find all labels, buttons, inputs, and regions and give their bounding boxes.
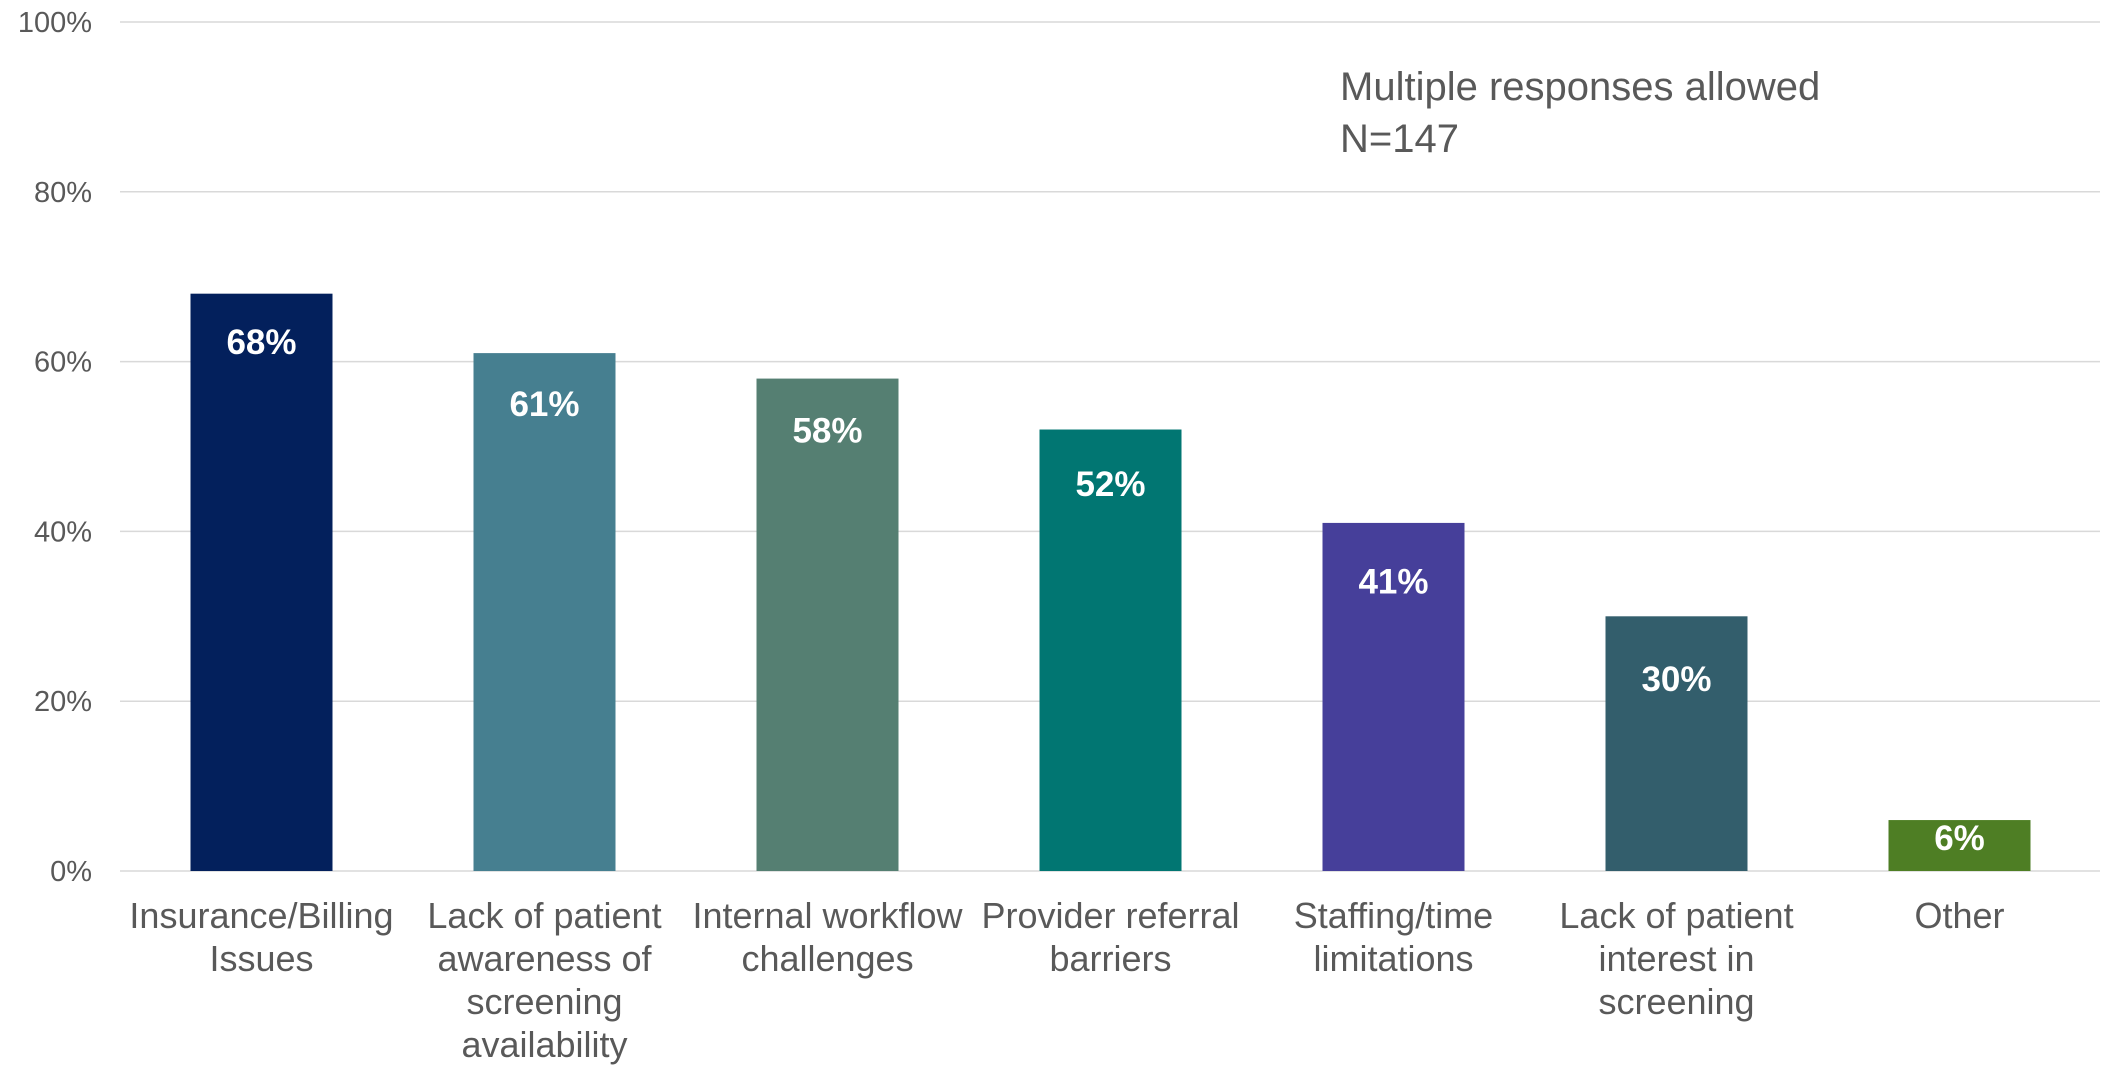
x-category-label: Staffing/time limitations [1294,895,1493,979]
x-category-label-line: awareness of [437,938,652,979]
x-category-label-line: limitations [1313,938,1473,979]
x-category-label-line: Lack of patient [427,895,661,936]
x-category-label-line: barriers [1049,938,1171,979]
bar-value-label: 41% [1358,562,1428,601]
x-category-label-line: Lack of patient [1559,895,1793,936]
bar [190,293,333,871]
bar [473,353,616,871]
bar-value-labels: 68% 61% 58% 52% 41% 30% 6% [226,323,1984,858]
chart-annotation: Multiple responses allowed N=147 [1340,65,1820,161]
x-category-label: Provider referral barriers [981,895,1239,979]
x-category-label-line: screening [1598,981,1754,1022]
bar [1888,820,2031,871]
annotation-line: Multiple responses allowed [1340,65,1820,109]
bar [756,378,899,871]
bar-value-label: 30% [1641,660,1711,699]
y-axis-tick-labels: 0% 20% 40% 60% 80% 100% [18,7,92,888]
bar-value-label: 61% [509,385,579,424]
y-tick-label: 20% [34,686,92,718]
bar [1039,429,1182,871]
x-category-label: Insurance/Billing Issues [129,895,393,979]
y-tick-label: 0% [50,856,92,888]
bar-value-label: 58% [792,412,862,451]
x-category-label-line: Provider referral [981,895,1239,936]
x-category-label: Lack of patient awareness of screening avai… [427,895,661,1065]
y-tick-label: 100% [18,7,92,39]
y-tick-label: 80% [34,177,92,209]
x-category-label-line: interest in [1598,938,1754,979]
bar-value-label: 6% [1934,819,1985,858]
bar [1605,616,1748,871]
x-category-label: Other [1914,895,2004,936]
x-category-label-line: availability [461,1024,627,1065]
bar [1322,522,1465,871]
x-category-label-line: Internal workflow [692,895,963,936]
x-category-label-line: Issues [209,938,313,979]
y-tick-label: 40% [34,516,92,548]
annotation-line: N=147 [1340,117,1459,161]
x-category-label-line: challenges [741,938,913,979]
x-category-label-line: Insurance/Billing [129,895,393,936]
x-category-label-line: Staffing/time [1294,895,1493,936]
y-tick-label: 60% [34,347,92,379]
bars [190,293,2031,871]
bar-value-label: 52% [1075,465,1145,504]
x-category-label: Lack of patient interest in screening [1559,895,1793,1022]
x-category-label-line: screening [466,981,622,1022]
x-category-label: Internal workflow challenges [692,895,963,979]
x-category-label-line: Other [1914,895,2004,936]
bar-value-label: 68% [226,323,296,362]
